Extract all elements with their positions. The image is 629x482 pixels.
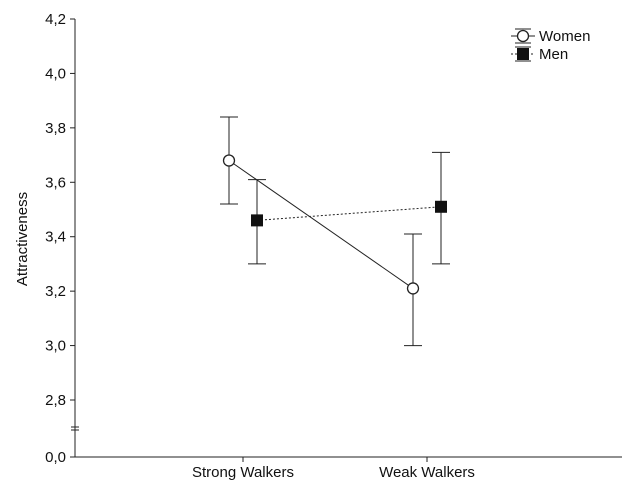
y-tick-label: 3,6 (45, 174, 66, 191)
data-point-square (435, 200, 447, 213)
x-axis-ticks: Strong Walkers Weak Walkers (192, 457, 475, 481)
series-women (220, 116, 422, 347)
axis-break-mark (71, 426, 79, 431)
legend-label: Men (539, 46, 568, 63)
y-tick-label: 4,2 (45, 11, 66, 28)
data-point-square (251, 214, 263, 227)
series-line (256, 206, 442, 221)
series-men (248, 151, 450, 265)
data-point-circle (222, 154, 236, 167)
y-tick-label: 3,0 (45, 338, 66, 355)
data-point-circle (406, 282, 420, 295)
y-axis-label: Attractiveness (14, 192, 31, 286)
legend-marker (516, 29, 530, 43)
y-tick-label: 3,8 (45, 120, 66, 137)
series-layer (220, 116, 450, 347)
legend-item-women: Women (511, 28, 590, 45)
legend-marker (517, 48, 529, 60)
y-tick-label: 0,0 (45, 449, 66, 466)
y-tick-label: 3,2 (45, 283, 66, 300)
y-tick-label: 2,8 (45, 392, 66, 409)
x-tick-label: Weak Walkers (379, 464, 475, 481)
x-tick-label: Strong Walkers (192, 464, 294, 481)
y-tick-label: 3,4 (45, 229, 66, 246)
legend-item-men: Men (511, 46, 568, 63)
y-axis-ticks: 0,0 2,8 3,0 3,2 3,4 3,6 3,8 4,0 4,2 (45, 11, 75, 466)
y-tick-label: 4,0 (45, 65, 66, 82)
legend-label: Women (539, 28, 590, 45)
series-line (228, 160, 414, 289)
